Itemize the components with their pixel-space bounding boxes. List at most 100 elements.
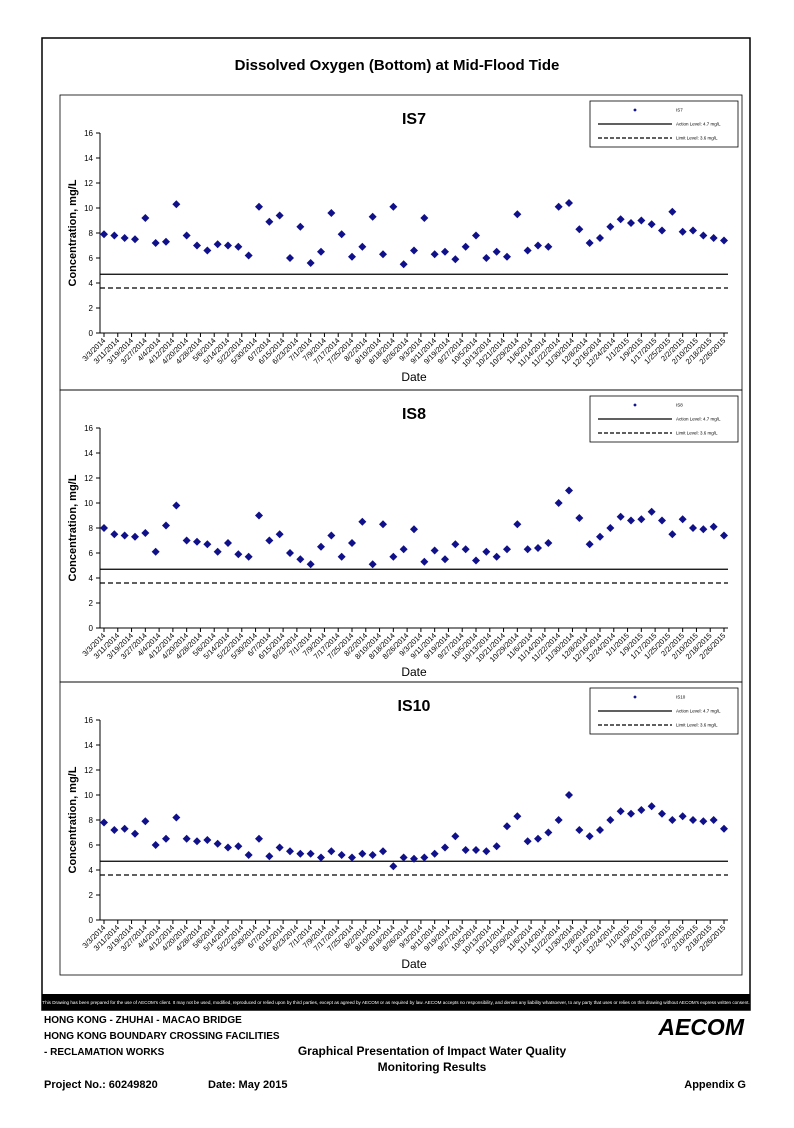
disclaimer-bar [42, 994, 750, 1010]
project-line: HONG KONG BOUNDARY CROSSING FACILITIES [44, 1031, 280, 1042]
appendix: Appendix G [684, 1079, 746, 1091]
data-point [637, 216, 646, 225]
data-point [265, 852, 274, 861]
data-point [430, 250, 439, 259]
data-point [182, 834, 191, 843]
chart-panel: IS1002468101214163/3/20143/11/20143/19/2… [59, 681, 743, 976]
data-point [120, 531, 129, 540]
data-point [596, 826, 604, 834]
data-point [492, 552, 501, 561]
date: Date: May 2015 [208, 1079, 288, 1091]
data-point [379, 847, 387, 856]
y-tick-label: 8 [89, 229, 94, 238]
data-point [689, 226, 697, 235]
data-point [647, 802, 656, 811]
data-point [213, 240, 222, 249]
data-point [420, 853, 429, 862]
data-point [368, 212, 377, 221]
data-point [286, 549, 294, 557]
data-point [358, 849, 367, 858]
y-tick-label: 6 [89, 549, 94, 558]
data-point [430, 849, 439, 858]
data-point [120, 234, 129, 242]
data-point [565, 199, 573, 207]
data-point [627, 516, 635, 525]
data-point [720, 236, 728, 245]
data-point [699, 231, 708, 240]
data-point [451, 540, 460, 549]
data-point [658, 516, 666, 525]
data-point [503, 822, 511, 831]
legend-label: IS7 [676, 108, 683, 113]
data-point [554, 202, 563, 211]
page-title: Dissolved Oxygen (Bottom) at Mid-Flood T… [235, 57, 560, 74]
drawing-frame [41, 37, 751, 1011]
data-point [358, 242, 367, 251]
data-point [255, 834, 263, 843]
data-point [296, 222, 305, 231]
data-point [410, 854, 418, 863]
data-point [141, 529, 150, 537]
data-point [389, 552, 398, 561]
data-point [286, 847, 294, 856]
data-point [110, 530, 119, 539]
data-point [275, 530, 284, 539]
y-tick-label: 16 [84, 129, 93, 138]
data-point [627, 219, 635, 227]
data-point [327, 847, 336, 856]
data-point [296, 555, 305, 564]
data-point [131, 829, 139, 838]
data-point [544, 242, 553, 251]
y-tick-label: 10 [84, 204, 93, 213]
data-point [286, 254, 294, 262]
y-tick-label: 8 [89, 816, 94, 825]
data-point [306, 259, 315, 267]
data-point [596, 234, 604, 242]
data-point [358, 517, 367, 526]
legend-marker [633, 695, 637, 699]
data-point [244, 552, 253, 561]
data-point [162, 834, 170, 843]
y-tick-label: 12 [84, 474, 93, 483]
data-point [523, 246, 532, 255]
data-point [544, 539, 553, 547]
data-point [461, 545, 470, 554]
y-tick-label: 0 [89, 624, 94, 633]
data-point [575, 514, 584, 522]
data-point [534, 544, 542, 552]
data-point [234, 550, 243, 559]
data-point [482, 547, 491, 556]
data-point [203, 246, 212, 255]
data-point [141, 817, 150, 826]
legend-label: Limit Level: 3.6 mg/L [676, 136, 718, 141]
y-tick-label: 14 [84, 154, 93, 163]
data-point [224, 539, 232, 547]
data-point [461, 242, 470, 251]
data-point [182, 231, 191, 240]
data-point [275, 843, 284, 852]
legend-label: Action Level: 4.7 mg/L [676, 709, 721, 714]
data-point [678, 227, 687, 236]
data-point [131, 235, 139, 244]
data-point [348, 252, 356, 261]
data-point [379, 250, 387, 259]
legend-label: IS10 [676, 695, 686, 700]
y-axis-label: Concentration, mg/L [67, 179, 79, 286]
disclaimer: This Drawing has been prepared for the u… [42, 1000, 749, 1005]
data-point [213, 547, 222, 556]
project-no: Project No.: 60249820 [44, 1079, 158, 1091]
y-tick-label: 14 [84, 741, 93, 750]
data-point [585, 239, 594, 247]
project-line: HONG KONG - ZHUHAI - MACAO BRIDGE [44, 1015, 242, 1026]
data-point [689, 816, 697, 824]
data-point [203, 540, 212, 549]
data-point [472, 556, 480, 565]
data-point [720, 824, 728, 833]
data-point [709, 522, 718, 531]
data-point [255, 511, 263, 520]
data-point [389, 862, 398, 871]
data-point [172, 813, 181, 822]
data-point [513, 210, 522, 219]
chart-title: IS7 [402, 111, 426, 128]
y-tick-label: 16 [84, 716, 93, 725]
